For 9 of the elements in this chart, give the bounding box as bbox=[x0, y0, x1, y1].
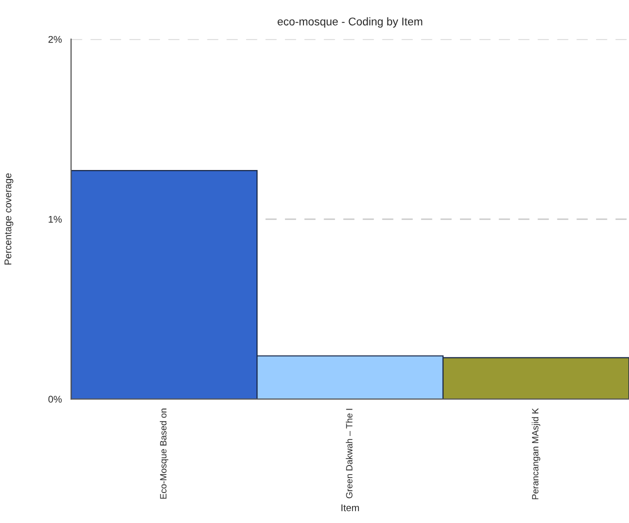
x-tick-label: Perancangan MAsjid K bbox=[532, 408, 540, 500]
y-axis-title: Percentage coverage bbox=[4, 173, 14, 265]
chart-title: eco-mosque - Coding by Item bbox=[278, 17, 422, 28]
x-axis-title: Item bbox=[341, 504, 359, 512]
x-tick-label: Green Dakwah – The I bbox=[346, 408, 352, 498]
y-tick-label: 0% bbox=[48, 396, 62, 403]
y-tick-label: 1% bbox=[48, 216, 62, 223]
y-tick-label: 2% bbox=[48, 36, 62, 43]
x-tick-label: Eco-Mosque Based on bbox=[160, 408, 168, 499]
